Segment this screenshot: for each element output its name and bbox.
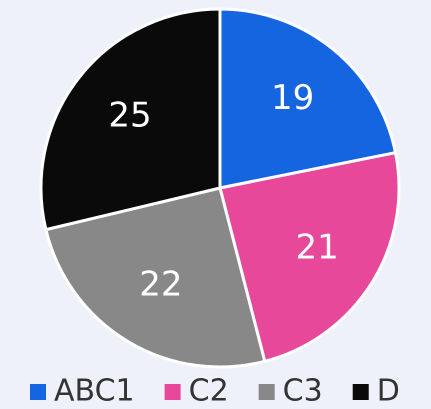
legend-swatch [352, 384, 369, 400]
pie-slice [218, 7, 398, 190]
legend-swatch [30, 384, 46, 400]
legend-label: C3 [283, 374, 323, 409]
slice-label: 21 [295, 227, 338, 267]
slice-label: 25 [108, 96, 151, 136]
legend-swatch [164, 384, 181, 400]
pie-slice [218, 150, 401, 364]
slice-label: 22 [139, 265, 182, 305]
legend-label: C2 [189, 374, 229, 409]
slice-label: 19 [271, 78, 314, 118]
pie-slice [39, 7, 222, 232]
legend-swatch [258, 384, 275, 400]
pie-slice [44, 186, 267, 369]
legend-label: D [377, 374, 400, 409]
legend-label: ABC1 [54, 374, 135, 409]
